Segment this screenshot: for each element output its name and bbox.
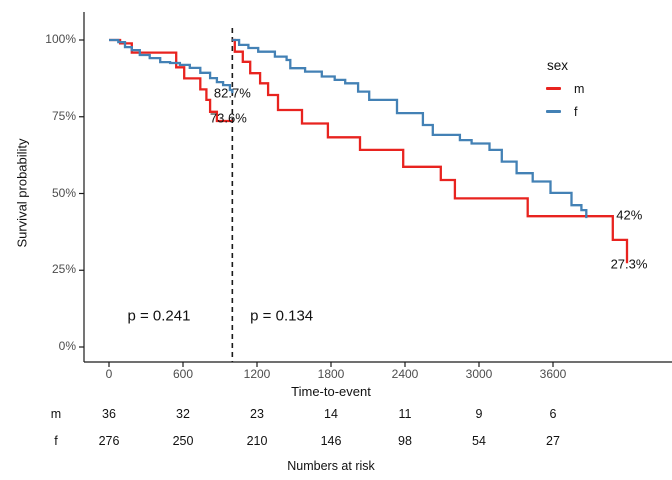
risk-count: 210: [246, 434, 268, 448]
legend-item-f: f: [546, 104, 584, 119]
risk-count: 11: [398, 407, 412, 421]
y-tick-label: 25%: [51, 262, 76, 277]
x-tick-label: 0: [105, 367, 113, 381]
y-tick-label: 100%: [45, 32, 76, 46]
y-axis-title: Survival probability: [14, 138, 30, 248]
x-axis-title: Time-to-event: [291, 384, 371, 399]
x-tick-label: 2400: [391, 367, 419, 381]
risk-row-label-f: f: [54, 434, 58, 448]
risk-count: 54: [472, 434, 486, 448]
risk-count: 276: [98, 434, 120, 448]
y-tick-label: 0%: [58, 339, 76, 353]
legend-item-m: m: [546, 81, 585, 96]
y-tick-label: 75%: [51, 108, 76, 123]
annotation-label: 27.3%: [610, 256, 648, 272]
x-tick-label: 3600: [539, 367, 567, 381]
risk-row-label-m: m: [50, 407, 62, 421]
risk-table-caption: Numbers at risk: [287, 459, 375, 473]
risk-count: 27: [546, 434, 560, 448]
x-tick-label: 3000: [465, 367, 493, 381]
legend-item-label: m: [574, 81, 585, 96]
risk-count: 98: [398, 434, 412, 448]
risk-count: 6: [549, 407, 557, 421]
risk-count: 36: [102, 407, 116, 421]
risk-count: 9: [475, 407, 483, 421]
annotation-label: 73.6%: [209, 110, 247, 126]
x-tick-label: 1200: [243, 367, 271, 381]
survival-curve-f-segment-2: [232, 38, 588, 219]
legend: sex m f: [546, 58, 584, 128]
risk-count: 32: [176, 407, 190, 421]
annotation-label: 82.7%: [213, 85, 251, 101]
legend-title: sex: [547, 58, 569, 73]
annotation-label: 42%: [616, 207, 643, 223]
risk-count: 23: [250, 407, 264, 421]
legend-line-m-icon: [546, 87, 561, 90]
pvalue-label: p = 0.134: [250, 307, 314, 325]
y-tick-label: 50%: [51, 185, 76, 200]
legend-item-label: f: [574, 104, 578, 119]
legend-line-f-icon: [546, 110, 561, 113]
x-tick-label: 1800: [317, 367, 345, 381]
risk-count: 146: [320, 434, 342, 448]
risk-count: 250: [172, 434, 194, 448]
risk-count: 14: [324, 407, 338, 421]
survival-curve-f-segment-1: [109, 38, 234, 94]
survival-curve-m-segment-2: [232, 38, 629, 264]
survival-curve-m-segment-1: [109, 38, 233, 123]
pvalue-label: p = 0.241: [127, 307, 191, 325]
x-tick-label: 600: [172, 367, 194, 381]
